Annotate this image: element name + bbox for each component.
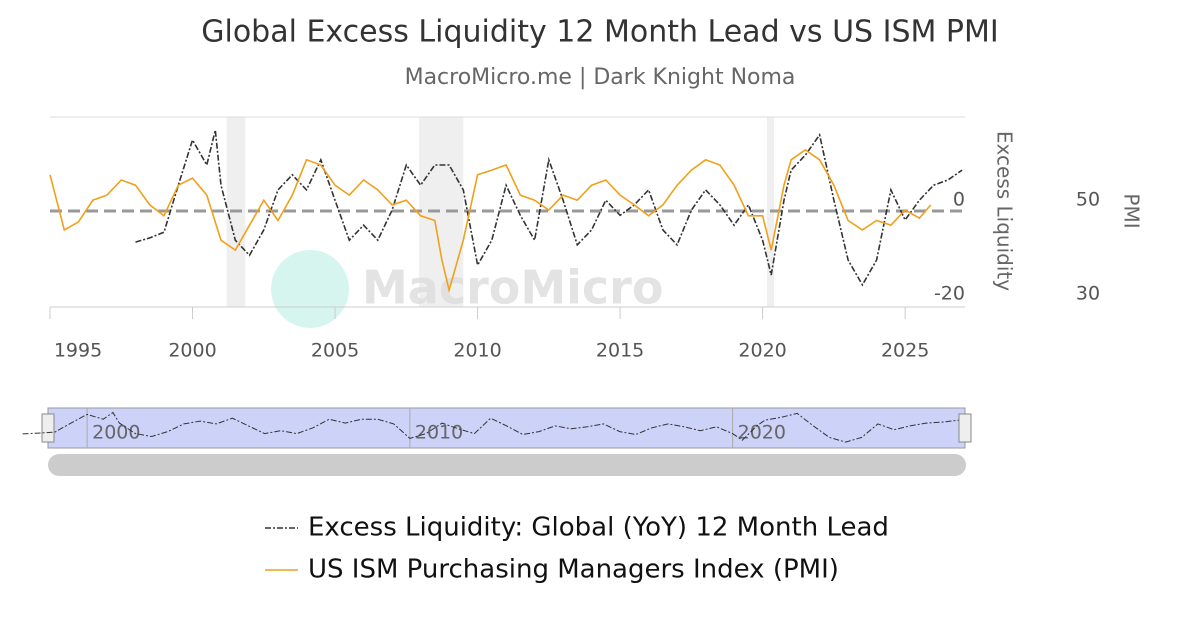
y-tick-label: -20 xyxy=(934,283,965,305)
watermark: MacroMicro xyxy=(362,261,663,315)
x-tick-label: 2020 xyxy=(738,340,786,362)
navigator-handle-right[interactable] xyxy=(958,413,972,443)
navigator-line xyxy=(22,411,959,443)
y2-tick-label: 30 xyxy=(1076,283,1100,305)
navigator-tick-label: 2000 xyxy=(92,422,140,444)
series-line xyxy=(49,148,932,294)
legend-label: Excess Liquidity: Global (YoY) 12 Month … xyxy=(308,513,889,543)
navigator-tick-label: 2020 xyxy=(738,422,786,444)
y2-axis-title: PMI xyxy=(1120,193,1144,228)
y-axis-title: Excess Liquidity xyxy=(993,131,1017,291)
x-tick-label: 1995 xyxy=(54,340,102,362)
series-line xyxy=(135,130,963,287)
x-tick-label: 2015 xyxy=(596,340,644,362)
chart-subtitle: MacroMicro.me | Dark Knight Noma xyxy=(405,65,796,90)
navigator-tick-label: 2010 xyxy=(415,422,463,444)
navigator-handle-left[interactable] xyxy=(41,413,55,443)
legend-label: US ISM Purchasing Managers Index (PMI) xyxy=(308,555,839,585)
x-tick-label: 2000 xyxy=(168,340,216,362)
navigator-window[interactable] xyxy=(47,407,966,449)
watermark-logo xyxy=(271,250,349,328)
x-tick-label: 2010 xyxy=(453,340,501,362)
y-tick-label: 0 xyxy=(953,189,965,211)
x-tick-label: 2025 xyxy=(881,340,929,362)
navigator-scrollbar[interactable] xyxy=(48,454,966,476)
x-tick-label: 2005 xyxy=(311,340,359,362)
chart-title: Global Excess Liquidity 12 Month Lead vs… xyxy=(201,15,999,50)
y2-tick-label: 50 xyxy=(1076,189,1100,211)
